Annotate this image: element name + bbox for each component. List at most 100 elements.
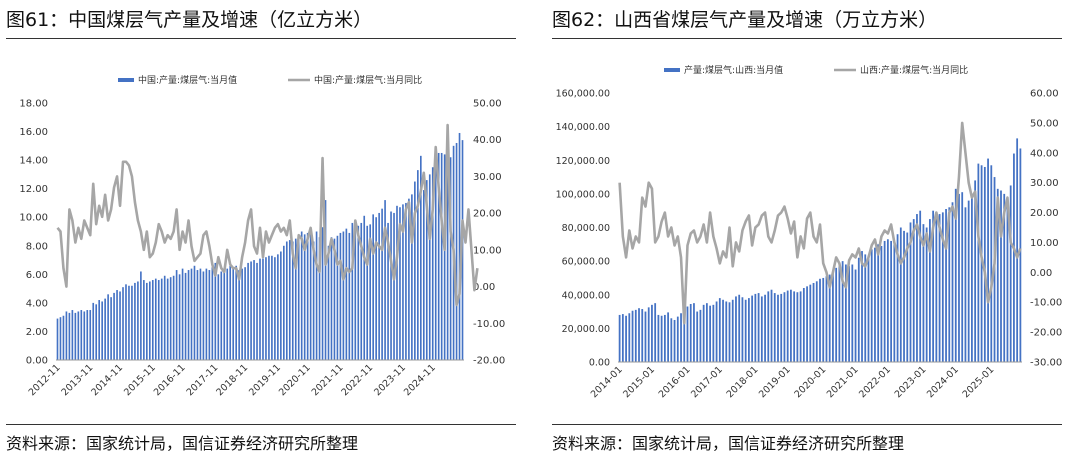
y-left-tick-label: 18.00 bbox=[19, 99, 48, 110]
bar bbox=[116, 290, 118, 360]
bar bbox=[220, 271, 223, 360]
bar bbox=[702, 304, 705, 362]
bar bbox=[919, 210, 922, 362]
bar bbox=[425, 180, 428, 360]
legend-bar-swatch bbox=[664, 68, 680, 72]
y-right-tick-label: -30.00 bbox=[1030, 358, 1062, 369]
y-left-tick-label: 160,000.00 bbox=[556, 89, 610, 100]
bar bbox=[715, 301, 718, 362]
x-tick-label: 2018-01 bbox=[725, 364, 761, 400]
bar bbox=[980, 165, 983, 362]
bar bbox=[1019, 148, 1022, 362]
bar bbox=[92, 302, 95, 360]
bar bbox=[815, 281, 818, 362]
bar bbox=[297, 240, 300, 360]
y-axis-right: -20.00 -10.00 0.00 10.00 20.00 30.00 40.00 50.0… bbox=[473, 99, 505, 367]
bar bbox=[948, 207, 951, 362]
bar bbox=[867, 256, 870, 362]
y-right-tick-label: 30.00 bbox=[1030, 178, 1059, 189]
bar bbox=[657, 314, 660, 362]
y-left-tick-label: 60,000.00 bbox=[562, 257, 610, 268]
bar bbox=[62, 315, 65, 360]
bar bbox=[673, 319, 676, 362]
bar bbox=[851, 264, 854, 362]
bar bbox=[336, 235, 339, 360]
bar bbox=[983, 166, 986, 362]
x-tick-label: 2013-11 bbox=[60, 362, 96, 398]
bar bbox=[214, 262, 217, 360]
source-note: 资料来源：国家统计局，国信证券经济研究所整理 bbox=[552, 434, 905, 453]
bar bbox=[229, 265, 232, 360]
bar bbox=[280, 251, 282, 360]
bar bbox=[199, 268, 202, 360]
x-tick-label: 2015-01 bbox=[621, 364, 657, 400]
line-series bbox=[618, 121, 1022, 325]
y-left-tick-label: 14.00 bbox=[19, 156, 48, 167]
bar bbox=[638, 308, 640, 362]
bar bbox=[306, 232, 309, 360]
bar bbox=[399, 207, 401, 360]
bar bbox=[303, 234, 306, 360]
bar bbox=[790, 289, 792, 362]
bar bbox=[967, 200, 970, 362]
bar bbox=[137, 281, 139, 360]
x-axis: 2012-112013-112014-112015-112016-112017-… bbox=[27, 362, 438, 398]
bar bbox=[125, 284, 127, 360]
x-tick-label: 2023-11 bbox=[372, 362, 408, 398]
bar bbox=[961, 192, 964, 362]
bar bbox=[80, 310, 83, 360]
bar bbox=[443, 154, 446, 360]
bar bbox=[990, 165, 993, 362]
bar bbox=[893, 242, 896, 362]
bar bbox=[119, 291, 121, 360]
bar bbox=[744, 299, 747, 362]
bar bbox=[773, 293, 776, 362]
bar bbox=[625, 315, 627, 362]
y-axis-right: -30.00 -20.00 -10.00 0.00 10.00 20.00 30.00 40.… bbox=[1030, 89, 1062, 369]
bar bbox=[205, 268, 208, 360]
bar bbox=[327, 245, 330, 360]
bar bbox=[178, 274, 181, 360]
bar bbox=[806, 286, 808, 362]
bar bbox=[748, 298, 750, 362]
bar bbox=[56, 318, 59, 360]
bar bbox=[686, 306, 689, 362]
bar bbox=[951, 202, 954, 362]
combo-chart-shanxi: 产量:煤层气:山西:当月值 山西:产量:煤层气:当月同比 0.00 20,000.00… bbox=[556, 64, 1063, 400]
bar bbox=[916, 214, 918, 362]
bar bbox=[300, 231, 303, 360]
bar bbox=[312, 241, 315, 360]
bar bbox=[274, 257, 276, 360]
bar bbox=[770, 289, 773, 362]
x-tick-label: 2024-01 bbox=[925, 364, 961, 400]
bar bbox=[372, 214, 374, 360]
bar bbox=[268, 255, 270, 360]
bar bbox=[822, 277, 825, 362]
bar bbox=[146, 282, 148, 360]
y-right-tick-label: -10.00 bbox=[1030, 298, 1062, 309]
x-tick-label: 2020-01 bbox=[793, 364, 829, 400]
bar bbox=[345, 228, 348, 360]
bar bbox=[728, 302, 731, 362]
bar bbox=[154, 278, 157, 360]
bar bbox=[348, 232, 351, 360]
bar bbox=[431, 167, 434, 360]
legend-bar-label: 中国:产量:煤层气:当月值 bbox=[138, 74, 237, 86]
bar bbox=[83, 311, 86, 360]
x-tick-label: 2012-11 bbox=[27, 362, 63, 398]
bar bbox=[193, 265, 196, 360]
y-right-tick-label: 0.00 bbox=[1030, 268, 1052, 279]
bar bbox=[131, 285, 133, 360]
bar bbox=[122, 287, 124, 360]
x-tick-label: 2024-11 bbox=[402, 362, 438, 398]
bar bbox=[140, 271, 142, 360]
bar bbox=[342, 231, 345, 360]
bar bbox=[735, 296, 737, 362]
bar bbox=[402, 204, 404, 360]
bar bbox=[838, 265, 841, 362]
bar bbox=[644, 311, 647, 362]
bar bbox=[446, 152, 449, 360]
bar bbox=[309, 230, 312, 360]
bar bbox=[375, 217, 377, 360]
bar bbox=[420, 155, 422, 360]
